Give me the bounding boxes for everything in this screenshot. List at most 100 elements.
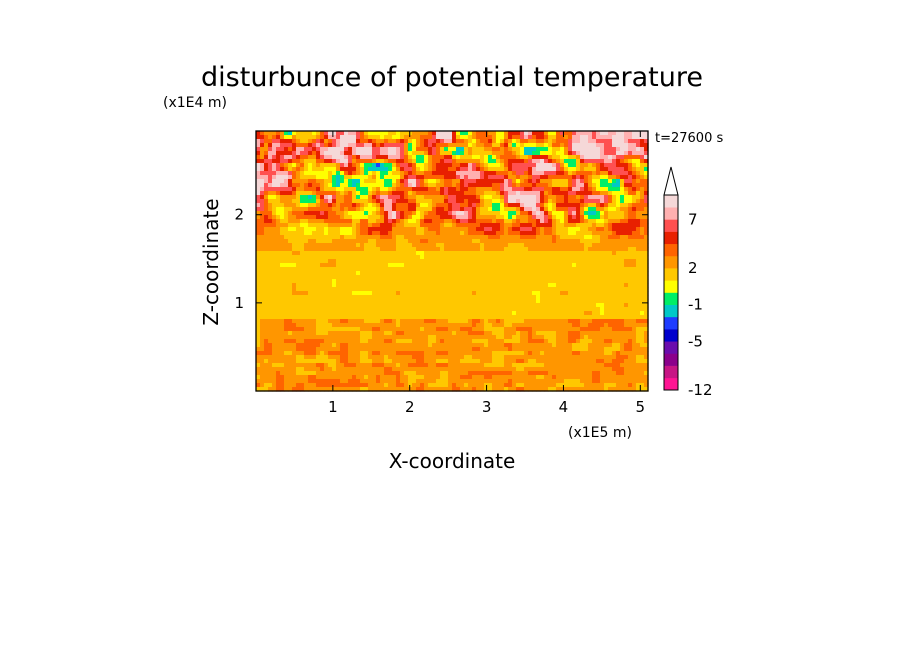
- field-cell: [428, 275, 433, 280]
- field-cell: [412, 219, 417, 224]
- field-cell: [268, 255, 273, 260]
- field-cell: [412, 163, 417, 168]
- field-cell: [288, 275, 293, 280]
- field-cell: [364, 271, 369, 276]
- field-cell: [616, 215, 621, 220]
- field-cell: [548, 295, 553, 300]
- field-cell: [264, 191, 269, 196]
- field-cell: [396, 131, 401, 136]
- field-cell: [332, 279, 337, 284]
- field-cell: [584, 175, 589, 180]
- field-cell: [560, 135, 565, 140]
- field-cell: [432, 147, 437, 152]
- field-cell: [304, 191, 309, 196]
- field-cell: [556, 323, 561, 328]
- field-cell: [436, 235, 441, 240]
- field-cell: [520, 167, 525, 172]
- field-cell: [408, 147, 413, 152]
- field-cell: [600, 223, 605, 228]
- field-cell: [320, 247, 325, 252]
- field-cell: [376, 267, 381, 272]
- field-cell: [388, 331, 393, 336]
- field-cell: [636, 319, 641, 324]
- field-cell: [404, 147, 409, 152]
- field-cell: [628, 243, 633, 248]
- field-cell: [304, 303, 309, 308]
- field-cell: [596, 231, 601, 236]
- field-cell: [396, 323, 401, 328]
- field-cell: [264, 219, 269, 224]
- field-cell: [568, 187, 573, 192]
- field-cell: [404, 307, 409, 312]
- field-cell: [328, 159, 333, 164]
- field-cell: [592, 327, 597, 332]
- field-cell: [544, 211, 549, 216]
- field-cell: [468, 275, 473, 280]
- field-cell: [428, 319, 433, 324]
- field-cell: [620, 247, 625, 252]
- field-cell: [516, 331, 521, 336]
- field-cell: [472, 251, 477, 256]
- field-cell: [276, 219, 281, 224]
- field-cell: [596, 315, 601, 320]
- field-cell: [480, 227, 485, 232]
- field-cell: [636, 239, 641, 244]
- field-cell: [528, 167, 533, 172]
- field-cell: [416, 203, 421, 208]
- field-cell: [396, 283, 401, 288]
- field-cell: [524, 227, 529, 232]
- field-cell: [256, 271, 261, 276]
- field-cell: [532, 203, 537, 208]
- field-cell: [284, 247, 289, 252]
- field-cell: [616, 191, 621, 196]
- field-cell: [640, 191, 645, 196]
- field-cell: [520, 315, 525, 320]
- field-cell: [364, 155, 369, 160]
- field-cell: [292, 135, 297, 140]
- field-cell: [564, 207, 569, 212]
- field-cell: [432, 315, 437, 320]
- field-cell: [544, 131, 549, 136]
- field-cell: [616, 183, 621, 188]
- field-cell: [528, 195, 533, 200]
- field-cell: [512, 323, 517, 328]
- field-cell: [364, 239, 369, 244]
- field-cell: [264, 247, 269, 252]
- contour-field: [256, 131, 649, 392]
- field-cell: [612, 231, 617, 236]
- field-cell: [572, 155, 577, 160]
- field-cell: [568, 163, 573, 168]
- field-cell: [316, 331, 321, 336]
- field-cell: [372, 299, 377, 304]
- field-cell: [600, 179, 605, 184]
- field-cell: [620, 219, 625, 224]
- field-cell: [552, 159, 557, 164]
- field-cell: [580, 327, 585, 332]
- field-cell: [552, 191, 557, 196]
- field-cell: [264, 195, 269, 200]
- field-cell: [388, 263, 393, 268]
- field-cell: [300, 255, 305, 260]
- field-cell: [572, 251, 577, 256]
- field-cell: [376, 187, 381, 192]
- field-cell: [508, 223, 513, 228]
- field-cell: [440, 251, 445, 256]
- field-cell: [280, 199, 285, 204]
- field-cell: [568, 143, 573, 148]
- field-cell: [604, 159, 609, 164]
- field-cell: [636, 219, 641, 224]
- field-cell: [632, 179, 637, 184]
- field-cell: [344, 131, 349, 136]
- field-cell: [264, 179, 269, 184]
- field-cell: [496, 267, 501, 272]
- field-cell: [296, 203, 301, 208]
- field-cell: [432, 239, 437, 244]
- field-cell: [572, 331, 577, 336]
- field-cell: [412, 287, 417, 292]
- field-cell: [612, 155, 617, 160]
- field-cell: [368, 143, 373, 148]
- field-cell: [512, 291, 517, 296]
- field-cell: [424, 315, 429, 320]
- field-cell: [548, 171, 553, 176]
- field-cell: [508, 247, 513, 252]
